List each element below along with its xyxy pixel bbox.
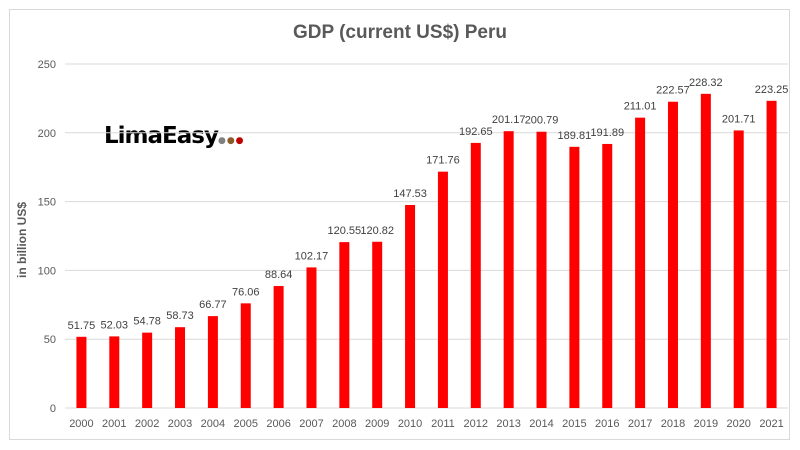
bar-2021 (766, 100, 777, 409)
x-tick-label: 2008 (332, 418, 356, 430)
x-tick-label: 2001 (102, 418, 126, 430)
bar-2004 (207, 316, 218, 408)
y-tick-label: 0 (50, 403, 56, 415)
data-label-2020: 201.71 (722, 113, 756, 125)
bar-2019 (700, 93, 711, 409)
y-tick-label: 150 (38, 197, 56, 209)
data-labels: 51.75 52.03 54.78 58.73 66.77 76.06 88.64102.1… (68, 77, 789, 332)
data-label-2001: 52.03 (101, 319, 129, 331)
x-tick-label: 2000 (69, 418, 93, 430)
bar-2010 (405, 204, 416, 408)
x-tick-label: 2010 (398, 418, 422, 430)
logo-text: LimaEasy (104, 123, 219, 149)
data-label-2018: 222.57 (656, 85, 690, 97)
bar-2005 (240, 303, 251, 408)
x-tick-label: 2004 (201, 418, 225, 430)
gridlines (65, 63, 788, 409)
x-tick-label: 2005 (234, 418, 258, 430)
data-label-2021: 223.25 (755, 84, 789, 96)
bar-2003 (175, 327, 186, 408)
x-tick-label: 2003 (168, 418, 192, 430)
bars (76, 93, 777, 409)
x-tick-label: 2019 (694, 418, 718, 430)
data-label-2008: 120.55 (328, 225, 362, 237)
x-tick-label: 2012 (464, 418, 488, 430)
x-tick-label: 2016 (595, 418, 619, 430)
chart-frame (9, 9, 790, 440)
x-tick-label: 2006 (266, 418, 290, 430)
bar-2006 (273, 286, 284, 408)
x-tick-label: 2015 (562, 418, 586, 430)
x-tick-label: 2017 (628, 418, 652, 430)
x-tick-label: 2007 (299, 418, 323, 430)
bar-2020 (733, 130, 744, 409)
bar-2018 (667, 101, 678, 408)
y-tick-label: 250 (38, 59, 56, 71)
x-tick-label: 2014 (529, 418, 553, 430)
data-label-2007: 102.17 (295, 250, 329, 262)
data-label-2017: 211.01 (624, 101, 657, 113)
bar-2008 (339, 242, 350, 408)
bar-2011 (437, 171, 448, 408)
data-label-2010: 147.53 (393, 188, 427, 200)
bar-2001 (109, 336, 120, 408)
x-tick-label: 2018 (661, 418, 685, 430)
data-label-2000: 51.75 (68, 320, 96, 332)
data-label-2009: 120.82 (360, 225, 394, 237)
data-label-2004: 66.77 (199, 299, 227, 311)
data-label-2006: 88.64 (265, 269, 293, 281)
x-tick-label: 2020 (726, 418, 750, 430)
x-axis-ticks: 2000 2001 2002 2003 2004 2005 2006 2007 2008 2009… (69, 418, 784, 430)
bar-2009 (372, 241, 383, 408)
chart-title: GDP (current US$) Peru (293, 22, 507, 43)
bar-2015 (569, 146, 580, 408)
data-label-2011: 171.76 (426, 155, 460, 167)
y-tick-label: 50 (44, 334, 56, 346)
bar-2016 (602, 143, 613, 409)
bar-2012 (470, 142, 481, 408)
limaeasy-logo: LimaEasy●●● (104, 123, 245, 149)
bar-2000 (76, 336, 87, 408)
bar-2014 (536, 131, 547, 409)
x-tick-label: 2013 (496, 418, 520, 430)
data-label-2013: 201.17 (492, 114, 526, 126)
bar-2017 (635, 117, 646, 408)
x-tick-label: 2009 (365, 418, 389, 430)
data-label-2015: 189.81 (558, 130, 592, 142)
data-label-2012: 192.65 (459, 126, 493, 138)
y-axis-ticks: 0 50 100 150 200 250 (38, 59, 56, 415)
logo-dots: ●●● (217, 136, 245, 146)
bar-2013 (503, 131, 514, 409)
x-tick-label: 2011 (431, 418, 455, 430)
data-label-2005: 76.06 (232, 286, 260, 298)
data-label-2019: 228.32 (689, 77, 723, 89)
x-tick-label: 2002 (135, 418, 159, 430)
x-tick-label: 2021 (759, 418, 783, 430)
data-label-2002: 54.78 (133, 316, 161, 328)
y-tick-label: 200 (38, 128, 56, 140)
y-tick-label: 100 (38, 265, 56, 277)
data-label-2014: 200.79 (525, 115, 559, 127)
bar-2002 (142, 332, 153, 408)
data-label-2003: 58.73 (166, 310, 194, 322)
data-label-2016: 191.89 (590, 127, 624, 139)
bar-2007 (306, 267, 317, 408)
